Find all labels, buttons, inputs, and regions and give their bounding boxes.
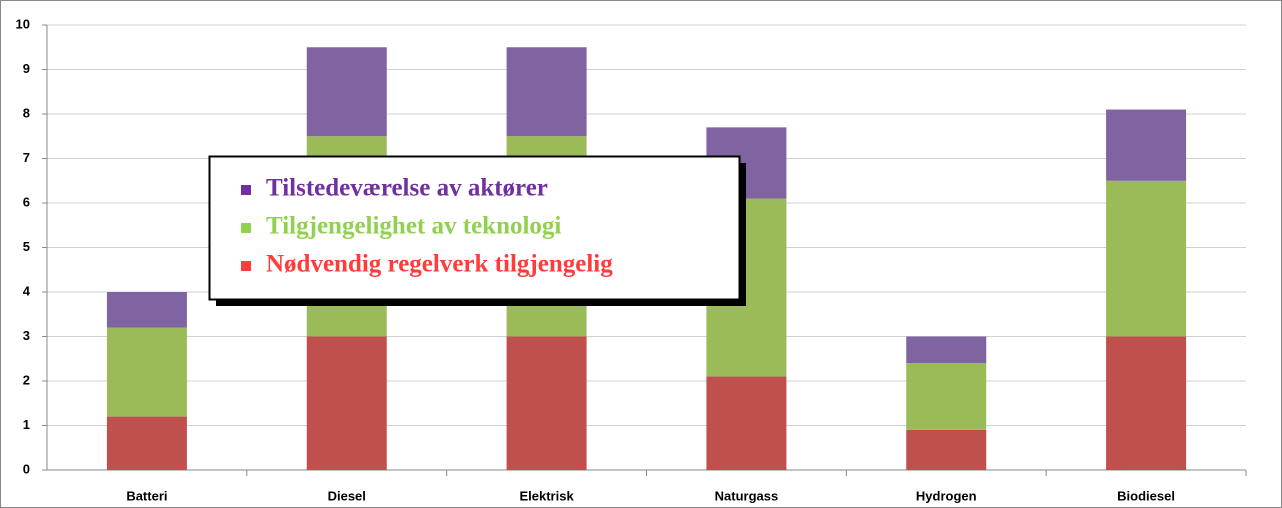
legend-label: Nødvendig regelverk tilgjengelig: [266, 251, 613, 278]
bar-segment: [906, 429, 987, 470]
x-tick-label: Elektrisk: [519, 488, 574, 503]
bar-segment: [1106, 336, 1187, 470]
legend-marker: [241, 223, 251, 233]
bar-segment: [106, 327, 187, 417]
bar-segment: [506, 47, 587, 137]
x-tick-label: Hydrogen: [916, 488, 977, 503]
x-tick-label: Naturgass: [715, 488, 779, 503]
bar-segment: [506, 336, 587, 470]
y-tick-label: 3: [23, 328, 30, 343]
y-tick-label: 10: [16, 16, 30, 31]
legend-marker: [241, 185, 251, 195]
bar-segment: [306, 47, 387, 137]
y-tick-label: 2: [23, 372, 30, 387]
x-tick-label: Biodiesel: [1117, 488, 1175, 503]
y-tick-label: 4: [23, 283, 31, 298]
bar-segment: [906, 363, 987, 430]
legend-label: Tilstedeværelse av aktører: [266, 175, 548, 202]
y-tick-label: 0: [23, 461, 30, 476]
bar-segment: [1106, 180, 1187, 337]
legend-label: Tilgjengelighet av teknologi: [266, 213, 561, 240]
bar-segment: [1106, 109, 1187, 181]
y-tick-label: 1: [23, 417, 30, 432]
y-tick-label: 7: [23, 150, 30, 165]
x-tick-label: Diesel: [328, 488, 366, 503]
legend-box: [208, 155, 741, 301]
bar-segment: [106, 292, 187, 328]
bar-segment: [906, 336, 987, 364]
bar-segment: [106, 416, 187, 470]
y-tick-label: 8: [23, 105, 30, 120]
y-tick-label: 9: [23, 61, 30, 76]
x-tick-label: Batteri: [126, 488, 167, 503]
y-tick-label: 5: [23, 239, 30, 254]
bar-segment: [706, 376, 787, 470]
legend-marker: [241, 261, 251, 271]
bar-segment: [306, 336, 387, 470]
y-tick-label: 6: [23, 194, 30, 209]
